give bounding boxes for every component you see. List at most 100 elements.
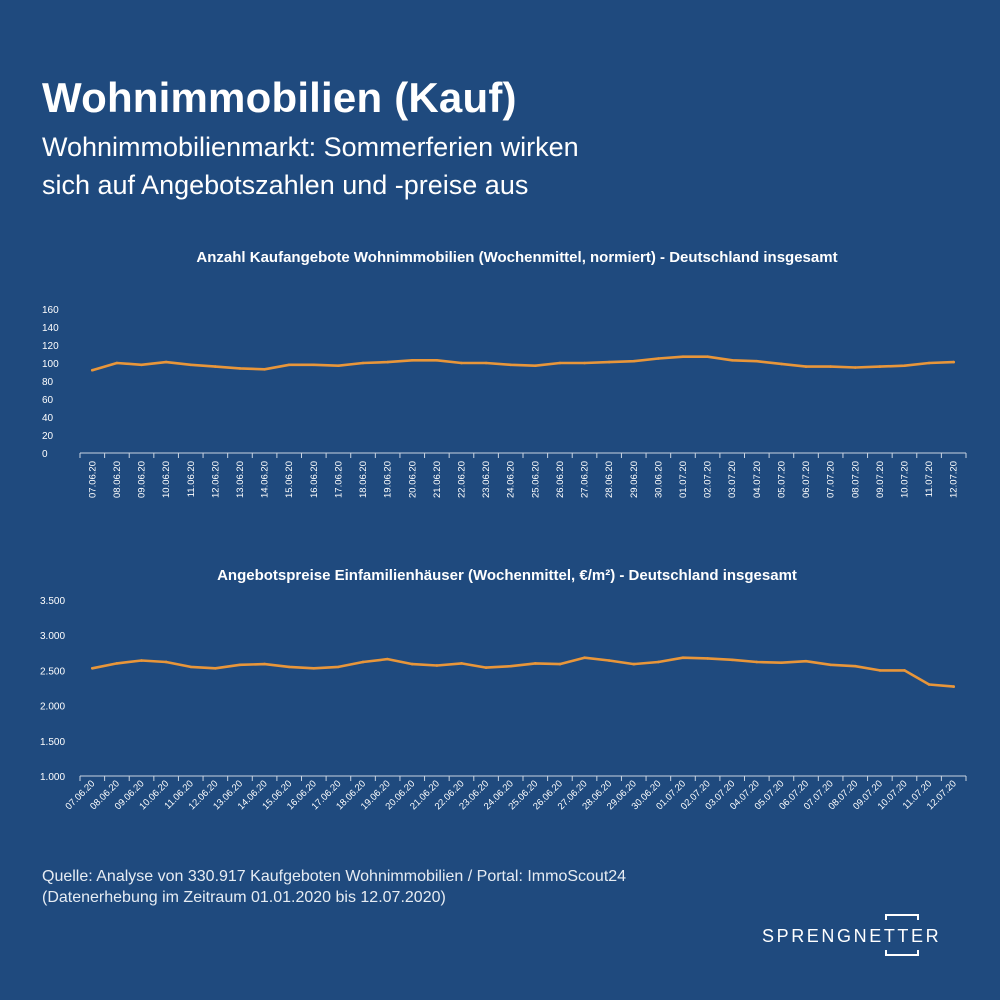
x-tick-label: 06.07.20 xyxy=(801,461,812,498)
data-point xyxy=(558,662,562,666)
data-point xyxy=(263,662,266,666)
page-subtitle: Wohnimmobilienmarkt: Sommerferien wirken… xyxy=(42,128,942,204)
x-tick-label: 08.07.20 xyxy=(850,461,861,498)
data-point xyxy=(140,659,143,662)
data-point xyxy=(903,364,906,367)
data-point xyxy=(706,355,709,358)
data-point xyxy=(484,666,488,669)
data-point xyxy=(287,665,291,669)
subtitle-line-1: Wohnimmobilienmarkt: Sommerferien wirken xyxy=(42,132,579,162)
x-tick-label: 01.07.20 xyxy=(678,461,689,498)
x-tick-label: 12.07.20 xyxy=(949,461,960,498)
data-point xyxy=(607,360,611,364)
data-point xyxy=(780,362,783,366)
data-point xyxy=(804,365,808,368)
data-point xyxy=(632,359,636,363)
data-point xyxy=(115,361,119,365)
data-point xyxy=(91,666,94,670)
data-point xyxy=(238,367,242,370)
x-tick-label: 10.07.20 xyxy=(899,461,910,498)
x-tick-label: 17.06.20 xyxy=(333,461,344,498)
data-point xyxy=(927,683,931,686)
bracket-logo-icon xyxy=(885,914,919,956)
x-tick-label: 10.06.20 xyxy=(161,461,172,498)
data-point xyxy=(878,365,882,368)
y-tick-label: 20 xyxy=(42,431,54,442)
source-line-1: Quelle: Analyse von 330.917 Kaufgeboten … xyxy=(42,868,627,885)
y-tick-label: 1.000 xyxy=(40,772,65,783)
data-point xyxy=(534,364,537,367)
data-point xyxy=(361,361,365,365)
data-point xyxy=(657,357,660,360)
subtitle-line-2: sich auf Angebotszahlen und -preise aus xyxy=(42,170,529,200)
x-tick-label: 08.06.20 xyxy=(112,461,123,498)
data-point xyxy=(410,662,414,666)
data-point xyxy=(435,359,439,362)
data-point xyxy=(632,662,636,666)
data-point xyxy=(952,360,955,364)
data-point xyxy=(853,664,857,668)
page-title: Wohnimmobilien (Kauf) xyxy=(42,74,517,121)
x-tick-label: 19.06.20 xyxy=(383,461,394,498)
data-point xyxy=(681,355,685,358)
data-point xyxy=(214,365,217,368)
data-point xyxy=(337,364,340,367)
chart-title: Angebotspreise Einfamilienhäuser (Wochen… xyxy=(217,567,797,584)
sprengnetter-logo: SPRENGNETTER xyxy=(762,912,948,958)
data-point xyxy=(164,360,168,364)
data-point xyxy=(730,359,734,362)
data-point xyxy=(558,361,562,365)
x-tick-label: 11.06.20 xyxy=(186,461,197,497)
data-point xyxy=(410,359,414,362)
x-tick-label: 05.07.20 xyxy=(776,461,787,498)
data-point xyxy=(927,361,931,365)
data-point xyxy=(755,660,759,664)
data-point xyxy=(657,660,660,664)
x-tick-label: 07.06.20 xyxy=(87,461,98,498)
data-point xyxy=(386,360,389,364)
data-point xyxy=(509,664,512,668)
data-point xyxy=(484,361,488,365)
x-tick-label: 09.07.20 xyxy=(875,461,886,498)
x-tick-label: 07.07.20 xyxy=(826,461,837,498)
data-point xyxy=(238,663,242,667)
x-tick-label: 14.06.20 xyxy=(260,461,271,498)
series-line xyxy=(91,656,956,688)
y-tick-label: 80 xyxy=(42,377,54,388)
house-prices-chart: Angebotspreise Einfamilienhäuser (Wochen… xyxy=(40,567,967,812)
data-point xyxy=(115,662,119,665)
data-point xyxy=(829,365,832,368)
y-tick-label: 2.500 xyxy=(40,666,65,677)
data-point xyxy=(903,669,906,672)
y-tick-label: 120 xyxy=(42,341,59,352)
data-point xyxy=(681,656,685,660)
data-point xyxy=(583,361,586,365)
x-tick-label: 13.06.20 xyxy=(235,461,246,498)
series-line xyxy=(91,355,956,372)
source-line-2: (Datenerhebung im Zeitraum 01.01.2020 bi… xyxy=(42,889,446,906)
y-tick-label: 3.000 xyxy=(40,631,65,642)
data-point xyxy=(730,658,734,662)
y-tick-label: 2.000 xyxy=(40,702,65,713)
data-point xyxy=(214,666,217,670)
offers-count-chart: Anzahl Kaufangebote Wohnimmobilien (Woch… xyxy=(42,249,967,498)
data-point xyxy=(435,664,439,667)
x-tick-label: 23.06.20 xyxy=(481,461,492,498)
x-tick-label: 20.06.20 xyxy=(407,461,418,498)
data-point xyxy=(829,663,832,667)
y-tick-label: 1.500 xyxy=(40,737,65,748)
data-point xyxy=(312,666,316,670)
x-tick-label: 27.06.20 xyxy=(580,461,591,498)
data-point xyxy=(755,359,759,363)
data-point xyxy=(337,665,340,669)
data-point xyxy=(361,660,365,664)
x-tick-label: 09.06.20 xyxy=(137,461,148,498)
data-point xyxy=(263,368,266,371)
x-tick-label: 26.06.20 xyxy=(555,461,566,498)
x-tick-label: 24.06.20 xyxy=(506,461,517,498)
data-point xyxy=(853,366,857,369)
data-point xyxy=(460,662,463,665)
data-point xyxy=(386,657,389,661)
data-point xyxy=(804,659,808,663)
y-tick-label: 0 xyxy=(42,449,48,460)
